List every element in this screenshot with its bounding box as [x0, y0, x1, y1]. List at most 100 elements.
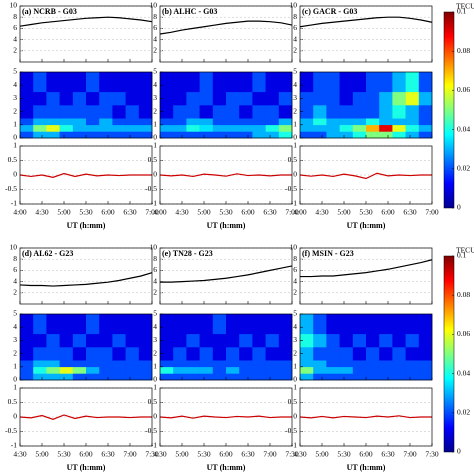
spectrum-cell: [313, 347, 327, 361]
spectrum-cell: [326, 360, 340, 368]
spectrum-cell: [20, 118, 34, 126]
colorbar-tick-label: 0.1: [457, 7, 467, 16]
spectrum-cell: [160, 314, 174, 335]
spectrum-cell: [392, 105, 406, 119]
spectrum-cell: [418, 118, 433, 126]
spectrum-cell: [20, 373, 34, 381]
spectrum-cell: [46, 105, 60, 119]
colorbar-tick-label: 0.04: [457, 124, 470, 133]
spectrum-cell: [59, 131, 74, 139]
spectrum-cell: [226, 131, 240, 139]
x-tick-label: 6:30: [101, 450, 115, 459]
spectrum-cell: [278, 373, 293, 381]
spectrum-cell: [99, 360, 113, 368]
spectrum-cell: [33, 366, 47, 374]
spectrum-cell: [418, 124, 433, 132]
spectrum-cell: [326, 118, 340, 126]
spectrum-cell: [326, 366, 340, 374]
spectrum-cell: [99, 118, 113, 126]
spectrum-cell: [59, 91, 74, 106]
spectrum-cell: [300, 91, 314, 106]
y-tick-label: 8: [293, 12, 297, 21]
spectrum-cell: [300, 124, 314, 132]
spectrum-cell: [226, 105, 240, 119]
spectrum-cell: [313, 373, 327, 381]
spectrum-cell: [138, 314, 153, 335]
spectrum-cell: [125, 91, 140, 106]
y-tick-label: 6: [293, 265, 297, 274]
spectrum-cell: [46, 373, 60, 381]
spectrum-cell: [339, 72, 354, 93]
y-tick-label: -1: [151, 199, 157, 208]
x-tick-label: 7:30: [145, 450, 159, 459]
spectrum-cell: [112, 360, 126, 368]
spectrum-cell: [239, 373, 253, 381]
x-tick-label: 6:00: [359, 450, 373, 459]
colorbar-tick-label: 0.02: [457, 164, 470, 173]
spectrum-cell: [186, 91, 200, 106]
spectrum-cell: [313, 131, 327, 139]
y-tick-label: 0: [153, 375, 157, 384]
spectrum-cell: [326, 105, 340, 119]
spectrum-cell: [226, 373, 240, 381]
x-axis-label: UT (h:mm): [67, 463, 106, 472]
x-tick-label: 5:30: [197, 450, 211, 459]
spectrum-cell: [160, 124, 174, 132]
spectrum-cell: [138, 366, 153, 374]
y-tick-label: 3: [153, 335, 157, 344]
spectrum-cell: [20, 366, 34, 374]
spectrum-cell: [186, 131, 200, 139]
spectrum-cell: [239, 347, 253, 361]
spectrum-cell: [112, 347, 126, 361]
y-tick-label: 0: [153, 412, 157, 421]
spectrum-cell: [59, 360, 74, 368]
y-tick-label: 0: [153, 133, 157, 142]
spectrum-cell: [173, 333, 187, 348]
y-tick-label: 1: [13, 362, 17, 371]
y-tick-label: 2: [293, 288, 297, 297]
spectrum-cell: [20, 347, 34, 361]
spectrum-cell: [86, 347, 100, 361]
spectrum-cell: [405, 131, 420, 139]
spectrum-cell: [125, 347, 140, 361]
spectrum-cell: [265, 124, 280, 132]
axes-frame: [19, 71, 153, 139]
spectrum-cell: [33, 105, 47, 119]
spectrum-cell: [112, 333, 126, 348]
spectrum-cell: [20, 124, 34, 132]
spectrum-cell: [46, 314, 60, 335]
spectrum-cell: [313, 118, 327, 126]
x-tick-label: 4:30: [293, 450, 307, 459]
spectrum-cell: [59, 124, 74, 132]
spectrum-cell: [72, 373, 87, 381]
spectrum-cell: [239, 91, 253, 106]
y-tick-label: -1: [291, 441, 297, 450]
spectrum-cell: [199, 366, 214, 374]
spectrum-cell: [125, 124, 140, 132]
spectrum-cell: [186, 366, 200, 374]
spectrum-cell: [252, 333, 266, 348]
y-tick-label: 8: [13, 254, 17, 263]
spectrum-cell: [33, 373, 47, 381]
spectrum-cell: [352, 347, 367, 361]
spectrum-cell: [86, 91, 100, 106]
spectrum-cell: [212, 131, 227, 139]
spectrum-cell: [33, 131, 47, 139]
spectrum-cell: [72, 347, 87, 361]
axes-frame: [299, 247, 433, 305]
spectrum-cell: [72, 72, 87, 93]
spectrum-cell: [300, 314, 314, 335]
y-tick-label: -1: [151, 441, 157, 450]
spectrum-cell: [392, 333, 406, 348]
x-tick-label: 4:00: [293, 208, 307, 217]
axes-frame: [159, 71, 293, 139]
y-tick-label: 10: [150, 243, 158, 252]
x-tick-label: 5:30: [359, 208, 373, 217]
y-tick-label: 5: [293, 309, 297, 318]
axes-frame: [159, 313, 293, 381]
spectrum-cell: [20, 105, 34, 119]
spectrum-cell: [112, 131, 126, 139]
y-tick-label: 6: [13, 23, 17, 32]
spectrum-cell: [278, 72, 293, 93]
spectrum-cell: [199, 91, 214, 106]
